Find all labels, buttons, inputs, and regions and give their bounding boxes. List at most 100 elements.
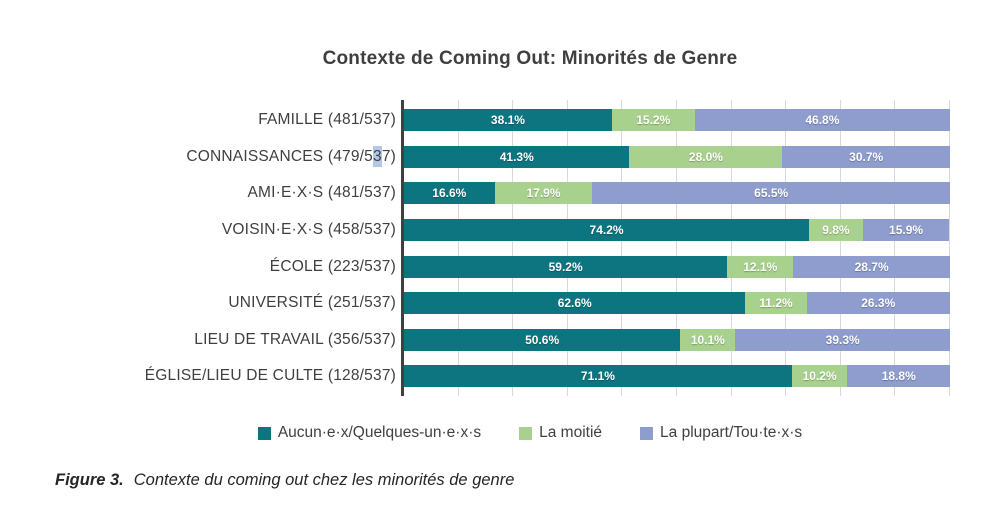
bar-segment: 62.6% — [404, 292, 746, 315]
bar-segment: 65.5% — [592, 182, 950, 205]
bar-value-label: 28.0% — [688, 149, 723, 164]
category-label: AMI·E·X·S (481/537) — [247, 184, 396, 202]
bar-segment: 74.2% — [404, 219, 810, 242]
gridline — [894, 100, 896, 396]
bar-value-label: 15.9% — [889, 223, 924, 238]
gridline — [566, 100, 568, 396]
bar-segment: 71.1% — [404, 365, 792, 388]
bar-value-label: 26.3% — [861, 296, 896, 311]
legend-label: La moitié — [539, 424, 603, 441]
chart-title: Contexte de Coming Out: Minorités de Gen… — [322, 48, 738, 69]
legend: Aucun·e·x/Quelques-un·e·x·s La moitié La p… — [100, 424, 960, 442]
gridline — [839, 100, 841, 396]
bar-row: FAMILLE (481/537) 38.1% 15.2% 46.8% — [0, 102, 950, 139]
bar-segment: 16.6% — [404, 182, 495, 205]
bar-row: LIEU DE TRAVAIL (356/537) 50.6% 10.1% 39.3% — [0, 322, 950, 359]
category-label: UNIVERSITÉ (251/537) — [228, 294, 396, 312]
bar-segment: 41.3% — [404, 145, 630, 168]
legend-swatch — [519, 426, 533, 440]
bar-segment: 26.3% — [806, 292, 950, 315]
bar-segment: 12.1% — [727, 255, 794, 278]
bar-segment: 46.8% — [694, 109, 950, 132]
bar-segment: 17.9% — [494, 182, 593, 205]
bar-rows: FAMILLE (481/537) 38.1% 15.2% 46.8% CONNAISS… — [0, 102, 951, 395]
bar-value-label: 10.2% — [802, 369, 837, 384]
gridline — [949, 100, 950, 396]
bar-row: VOISIN·E·X·S (458/537) 74.2% 9.8% 15.9% — [0, 212, 950, 249]
bar-segment: 10.1% — [680, 328, 736, 351]
bar-row: ÉCOLE (223/537) 59.2% 12.1% 28.7% — [0, 248, 950, 285]
gridline — [621, 100, 623, 396]
stacked-bar: 62.6% 11.2% 26.3% — [404, 292, 950, 315]
bar-segment: 15.2% — [611, 109, 695, 132]
bar-value-label: 38.1% — [490, 113, 525, 128]
bar-value-label: 71.1% — [580, 369, 615, 384]
stacked-bar: 16.6% 17.9% 65.5% — [404, 182, 950, 205]
stacked-bar: 71.1% 10.2% 18.8% — [404, 365, 951, 388]
bar-value-label: 65.5% — [754, 186, 789, 201]
gridline — [785, 100, 787, 396]
bar-segment: 30.7% — [782, 145, 950, 168]
figure-caption-text: Contexte du coming out chez les minorité… — [133, 471, 515, 489]
stacked-bar: 38.1% 15.2% 46.8% — [404, 109, 950, 132]
legend-label: Aucun·e·x/Quelques-un·e·x·s — [277, 424, 482, 441]
bar-value-label: 18.8% — [881, 369, 916, 384]
bar-value-label: 17.9% — [526, 186, 561, 201]
stacked-bar: 50.6% 10.1% 39.3% — [404, 328, 950, 351]
bar-row: AMI·E·X·S (481/537) 16.6% 17.9% 65.5% — [0, 175, 950, 212]
bar-value-label: 11.2% — [759, 296, 793, 311]
plot-area — [401, 100, 950, 396]
bar-segment: 11.2% — [745, 292, 807, 315]
y-axis-line — [401, 100, 404, 396]
figure-caption-label: Figure 3. — [55, 471, 124, 489]
bar-value-label: 62.6% — [557, 296, 592, 311]
gridline — [676, 100, 677, 396]
gridline — [730, 100, 732, 396]
gridline — [457, 100, 459, 396]
bar-value-label: 9.8% — [822, 223, 850, 238]
figure-caption: Figure 3. Contexte du coming out chez les… — [55, 471, 514, 490]
bar-row: ÉGLISE/LIEU DE CULTE (128/537) 71.1% 10.2%… — [0, 358, 951, 395]
bar-segment: 15.9% — [862, 219, 950, 242]
legend-item: La plupart/Tou·te·x·s — [640, 424, 802, 442]
bar-value-label: 15.2% — [636, 113, 671, 128]
bar-segment: 28.0% — [629, 145, 783, 168]
bar-segment: 39.3% — [735, 328, 950, 351]
bar-row: UNIVERSITÉ (251/537) 62.6% 11.2% 26.3% — [0, 285, 950, 322]
legend-label: La plupart/Tou·te·x·s — [660, 424, 803, 441]
legend-item: Aucun·e·x/Quelques-un·e·x·s — [257, 424, 482, 442]
stacked-bar-chart: FAMILLE (481/537) 38.1% 15.2% 46.8% CONNAISS… — [0, 100, 960, 398]
bar-value-label: 74.2% — [589, 223, 624, 238]
bar-value-label: 46.8% — [805, 113, 840, 128]
stacked-bar: 74.2% 9.8% 15.9% — [404, 219, 950, 242]
stacked-bar: 41.3% 28.0% 30.7% — [404, 145, 950, 168]
bar-value-label: 12.1% — [743, 259, 778, 274]
category-label: CONNAISSANCES (479/537) — [186, 145, 396, 167]
bar-value-label: 30.7% — [849, 149, 884, 164]
bar-segment: 28.7% — [793, 255, 950, 278]
bar-row: CONNAISSANCES (479/537) 41.3% 28.0% 30.7% — [0, 139, 950, 176]
bar-value-label: 10.1% — [690, 332, 725, 347]
category-label: FAMILLE (481/537) — [258, 111, 396, 129]
bar-value-label: 16.6% — [432, 186, 467, 201]
bar-segment: 38.1% — [404, 109, 612, 132]
bar-segment: 59.2% — [404, 255, 728, 278]
bar-value-label: 39.3% — [825, 332, 860, 347]
bar-value-label: 41.3% — [499, 149, 534, 164]
bar-value-label: 50.6% — [525, 332, 560, 347]
bar-value-label: 59.2% — [548, 259, 583, 274]
legend-item: La moitié — [519, 424, 602, 442]
bar-segment: 50.6% — [404, 328, 681, 351]
category-label: LIEU DE TRAVAIL (356/537) — [194, 330, 396, 348]
category-label: VOISIN·E·X·S (458/537) — [221, 221, 396, 239]
selection-highlight: 3 — [372, 145, 382, 167]
bar-segment: 18.8% — [847, 365, 951, 388]
bar-segment: 9.8% — [809, 219, 863, 242]
bar-segment: 10.2% — [791, 365, 848, 388]
legend-swatch — [257, 426, 271, 440]
gridline — [512, 100, 514, 396]
stacked-bar: 59.2% 12.1% 28.7% — [404, 255, 950, 278]
bar-value-label: 28.7% — [854, 259, 889, 274]
category-label: ÉGLISE/LIEU DE CULTE (128/537) — [144, 367, 396, 385]
